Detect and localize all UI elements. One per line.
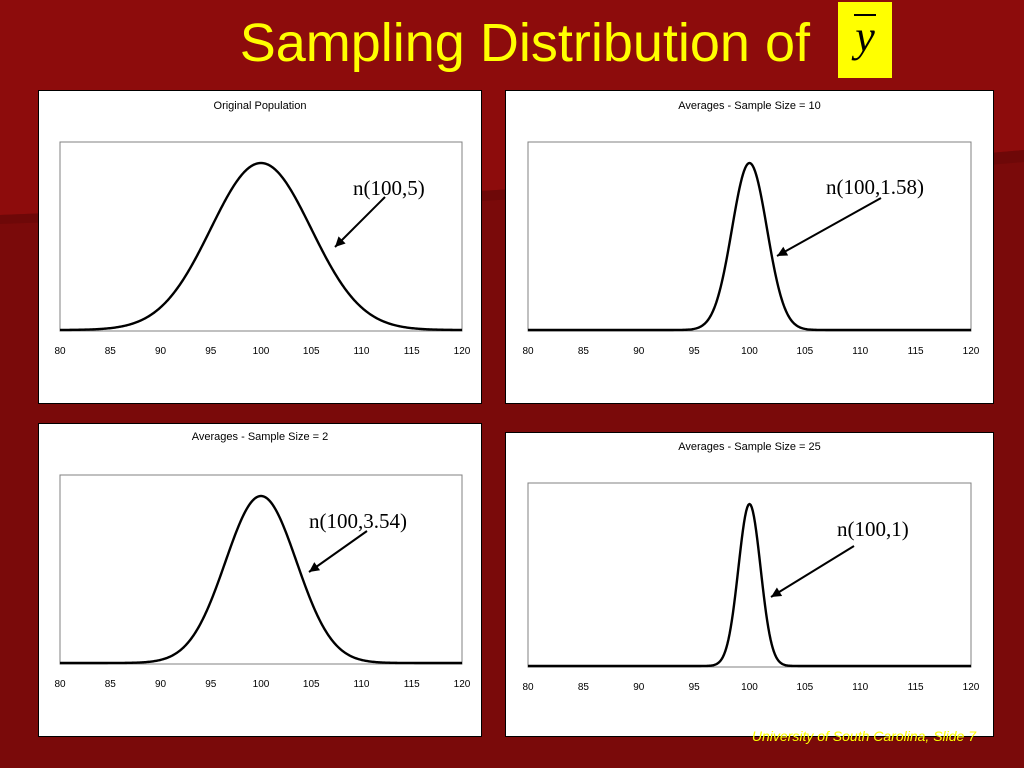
- chart-4-curve: [527, 502, 972, 668]
- chart-3-xtick-label: 120: [454, 679, 471, 690]
- chart-3-annotation: n(100,3.54): [309, 509, 407, 533]
- chart-4-plot-area: [527, 482, 972, 668]
- chart-1-xtick-label: 120: [454, 346, 471, 357]
- chart-4-annotation: n(100,1): [837, 517, 909, 541]
- chart-3-xtick-label: 100: [253, 679, 270, 690]
- slide-title: Sampling Distribution of: [239, 13, 810, 73]
- chart-4-xtick-label: 85: [578, 682, 590, 693]
- slide-footer: University of South Carolina, Slide 7: [751, 728, 976, 744]
- chart-2-xtick-label: 120: [963, 346, 980, 357]
- chart-4-xtick-label: 90: [633, 682, 645, 693]
- y-bar-symbol: y: [855, 12, 875, 61]
- chart-1-annotation: n(100,5): [353, 176, 425, 200]
- chart-1-xtick-label: 95: [205, 346, 217, 357]
- chart-4-annotation-arrow: [770, 545, 855, 598]
- chart-1-xtick-label: 105: [303, 346, 320, 357]
- overline-bar: [854, 14, 876, 16]
- chart-2-title: Averages - Sample Size = 10: [678, 100, 821, 112]
- chart-3-plot-area: [59, 474, 463, 665]
- chart-3-xtick-label: 115: [404, 679, 420, 690]
- chart-4-xtick-label: 120: [963, 682, 980, 693]
- chart-svg-sample-size-10: Averages - Sample Size = 10 80 85 90 95 100 10…: [522, 100, 980, 357]
- chart-3-xtick-label: 95: [205, 679, 217, 690]
- chart-svg-sample-size-2: Averages - Sample Size = 2 80 85 90 95 100 105…: [54, 431, 471, 690]
- chart-2-xtick-label: 95: [689, 346, 701, 357]
- chart-2-xtick-label: 105: [797, 346, 814, 357]
- chart-3-title: Averages - Sample Size = 2: [192, 431, 328, 443]
- chart-4-xtick-label: 105: [797, 682, 814, 693]
- chart-2-xtick-label: 100: [741, 346, 758, 357]
- chart-1-xtick-label: 100: [253, 346, 270, 357]
- chart-1-xtick-label: 85: [105, 346, 117, 357]
- chart-2-xtick-label: 90: [633, 346, 645, 357]
- chart-panel-sample-size-2: Averages - Sample Size = 2 80 85 90 95 100 105…: [38, 423, 482, 737]
- chart-4-xtick-label: 115: [908, 682, 924, 693]
- chart-4-xtick-label: 95: [689, 682, 701, 693]
- chart-3-xtick-label: 105: [303, 679, 320, 690]
- chart-svg-sample-size-25: Averages - Sample Size = 25 80 85 90 95 100 10…: [522, 441, 980, 693]
- chart-4-xtick-label: 80: [522, 682, 534, 693]
- chart-panel-sample-size-25: Averages - Sample Size = 25 80 85 90 95 100 10…: [505, 432, 994, 737]
- chart-1-plot-area: [59, 141, 463, 332]
- chart-4-arrowhead: [771, 587, 783, 597]
- chart-2-xtick-label: 110: [852, 346, 868, 357]
- chart-panel-sample-size-10: Averages - Sample Size = 10 80 85 90 95 100 10…: [505, 90, 994, 404]
- chart-4-xtick-label: 110: [852, 682, 868, 693]
- chart-2-annotation-arrow: [776, 197, 882, 257]
- chart-1-xtick-label: 110: [354, 346, 370, 357]
- chart-1-arrowhead: [335, 236, 346, 247]
- chart-2-xtick-label: 115: [908, 346, 924, 357]
- chart-3-xtick-label: 90: [155, 679, 167, 690]
- chart-4-xtick-label: 100: [741, 682, 758, 693]
- chart-3-xtick-label: 80: [54, 679, 66, 690]
- chart-1-xtick-label: 90: [155, 346, 167, 357]
- chart-3-xtick-label: 110: [354, 679, 370, 690]
- chart-3-curve: [59, 494, 463, 665]
- chart-1-curve: [59, 161, 463, 332]
- chart-3-annotation-arrow: [308, 530, 368, 573]
- chart-svg-original-population: Original Population 80 85 90 95 100 105 110 115 1…: [54, 100, 471, 357]
- chart-1-xtick-label: 80: [54, 346, 66, 357]
- chart-3-xtick-label: 85: [105, 679, 117, 690]
- y-bar-symbol-box: y: [838, 2, 892, 78]
- chart-2-xtick-label: 85: [578, 346, 590, 357]
- chart-1-title: Original Population: [214, 100, 307, 112]
- chart-2-annotation: n(100,1.58): [826, 175, 924, 199]
- chart-panel-original-population: Original Population 80 85 90 95 100 105 110 115 1…: [38, 90, 482, 404]
- chart-2-arrowhead: [777, 246, 789, 256]
- chart-2-xtick-label: 80: [522, 346, 534, 357]
- chart-1-annotation-arrow: [334, 196, 386, 248]
- chart-1-xtick-label: 115: [404, 346, 420, 357]
- chart-4-title: Averages - Sample Size = 25: [678, 441, 821, 453]
- chart-2-plot-area: [527, 141, 972, 332]
- chart-3-arrowhead: [309, 562, 321, 572]
- chart-2-curve: [527, 161, 972, 332]
